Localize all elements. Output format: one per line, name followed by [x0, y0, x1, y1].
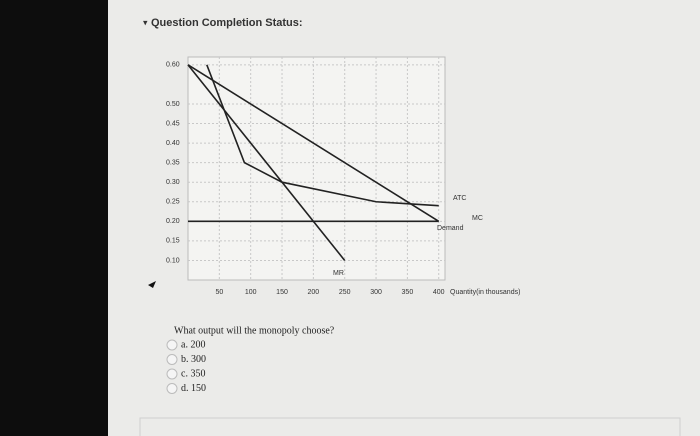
- cursor: [148, 281, 156, 288]
- radio-button[interactable]: [166, 339, 178, 351]
- series-label: MC: [472, 215, 483, 222]
- x-tick-label: 350: [402, 289, 414, 296]
- x-tick-label: 400: [433, 289, 445, 296]
- series-line: [187, 64, 440, 222]
- y-tick-label: 0.30: [166, 179, 180, 186]
- x-tick-label: 50: [215, 289, 223, 296]
- series-line: [206, 64, 439, 207]
- y-tick-label: 0.25: [166, 199, 180, 206]
- series-label: ATC: [453, 195, 466, 202]
- y-tick-label: 0.20: [166, 218, 180, 225]
- x-tick-label: 100: [245, 289, 257, 296]
- series-label: MR: [333, 270, 344, 277]
- question-text: What output will the monopoly choose?: [174, 325, 335, 336]
- option-label[interactable]: b. 300: [181, 354, 206, 365]
- plot-area: [187, 56, 446, 281]
- x-tick-label: 200: [308, 289, 320, 296]
- left-dark-strip: [0, 0, 108, 436]
- next-panel: [139, 417, 681, 436]
- y-tick-label: 0.50: [166, 101, 180, 108]
- options: a. 200 b. 300 c. 350 d. 150: [166, 339, 206, 394]
- x-tick-label: 150: [276, 289, 288, 296]
- option-label[interactable]: c. 350: [181, 368, 205, 379]
- option-label[interactable]: a. 200: [181, 339, 205, 350]
- y-tick-label: 0.40: [166, 140, 180, 147]
- x-tick-label: 250: [339, 289, 351, 296]
- y-tick-label: 0.45: [166, 120, 180, 127]
- x-axis-label: Quantity(in thousands): [450, 289, 520, 296]
- y-tick-label: 0.35: [166, 159, 180, 166]
- y-tick-label: 0.15: [166, 238, 180, 245]
- y-tick-label: 0.60: [166, 62, 180, 69]
- status-title[interactable]: Question Completion Status:: [151, 17, 303, 29]
- x-tick-label: 300: [370, 289, 382, 296]
- radio-button[interactable]: [166, 368, 178, 380]
- radio-button[interactable]: [166, 354, 178, 365]
- radio-button[interactable]: [166, 383, 178, 394]
- collapse-arrow[interactable]: ▾: [143, 17, 148, 27]
- series-label: Demand: [437, 225, 464, 232]
- option-label[interactable]: d. 150: [181, 383, 206, 394]
- series-line: [187, 64, 346, 261]
- chart: 0.60 0.50 0.45 0.40 0.35 0.30 0.25 0.20 0.15 0.10…: [166, 56, 520, 296]
- y-tick-label: 0.10: [166, 257, 180, 264]
